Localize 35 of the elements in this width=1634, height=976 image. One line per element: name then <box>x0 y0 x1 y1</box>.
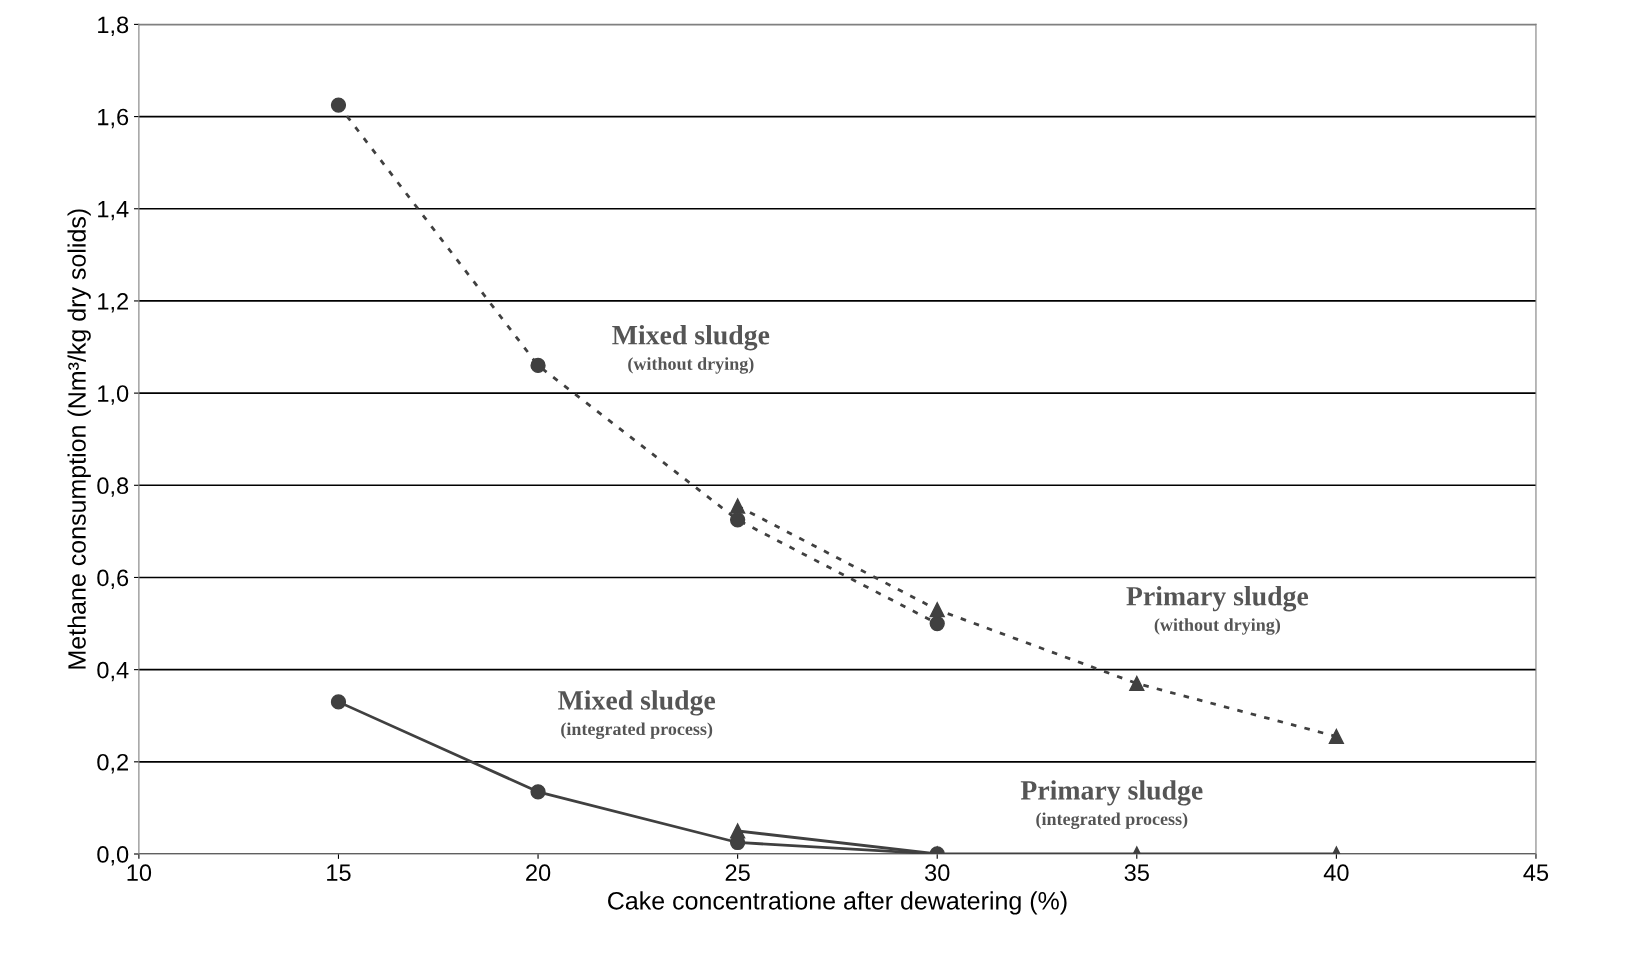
series-label: Mixed sludge (without drying) <box>612 324 770 374</box>
point <box>729 512 746 528</box>
y-tick-label: 0,6 <box>97 569 129 590</box>
x-tick-label: 20 <box>526 864 551 882</box>
point <box>729 823 746 839</box>
y-tick-label: 0,0 <box>97 846 129 866</box>
point <box>530 784 546 800</box>
y-axis-title: Methane consumption (Nm³/kg dry solids) <box>67 209 91 669</box>
y-tick-label: 0,2 <box>97 753 128 774</box>
y-tick-label: 1,2 <box>98 293 128 313</box>
y-tick-label: 1,8 <box>98 16 129 36</box>
point <box>1328 728 1345 745</box>
x-tick-label: 10 <box>127 864 152 882</box>
point <box>330 97 347 113</box>
y-tick-label: 0,8 <box>97 477 129 497</box>
point <box>929 615 945 632</box>
x-tick-label: 45 <box>1523 864 1549 882</box>
series-label: Primary sludge (integrated process) <box>1020 780 1203 829</box>
x-tick-label: 30 <box>924 864 950 882</box>
x-tick-label: 35 <box>1124 864 1149 882</box>
point <box>530 357 546 374</box>
x-tick-label: 25 <box>725 864 750 882</box>
series-label: Primary sludge (without drying) <box>1126 586 1309 635</box>
point <box>1129 675 1145 692</box>
point <box>729 498 746 514</box>
x-tick-label: 15 <box>327 864 351 882</box>
y-tick-label: 0,4 <box>97 661 129 682</box>
y-tick-label: 1,0 <box>98 385 129 405</box>
point <box>330 694 347 710</box>
x-tick-label: 40 <box>1323 864 1349 882</box>
y-tick-label: 1,6 <box>98 108 129 129</box>
series-label: Mixed sludge (integrated process) <box>558 690 716 739</box>
x-axis-title: Cake concentratione after dewatering (%) <box>608 891 1067 915</box>
point <box>929 602 945 618</box>
y-tick-label: 1,4 <box>98 201 129 221</box>
